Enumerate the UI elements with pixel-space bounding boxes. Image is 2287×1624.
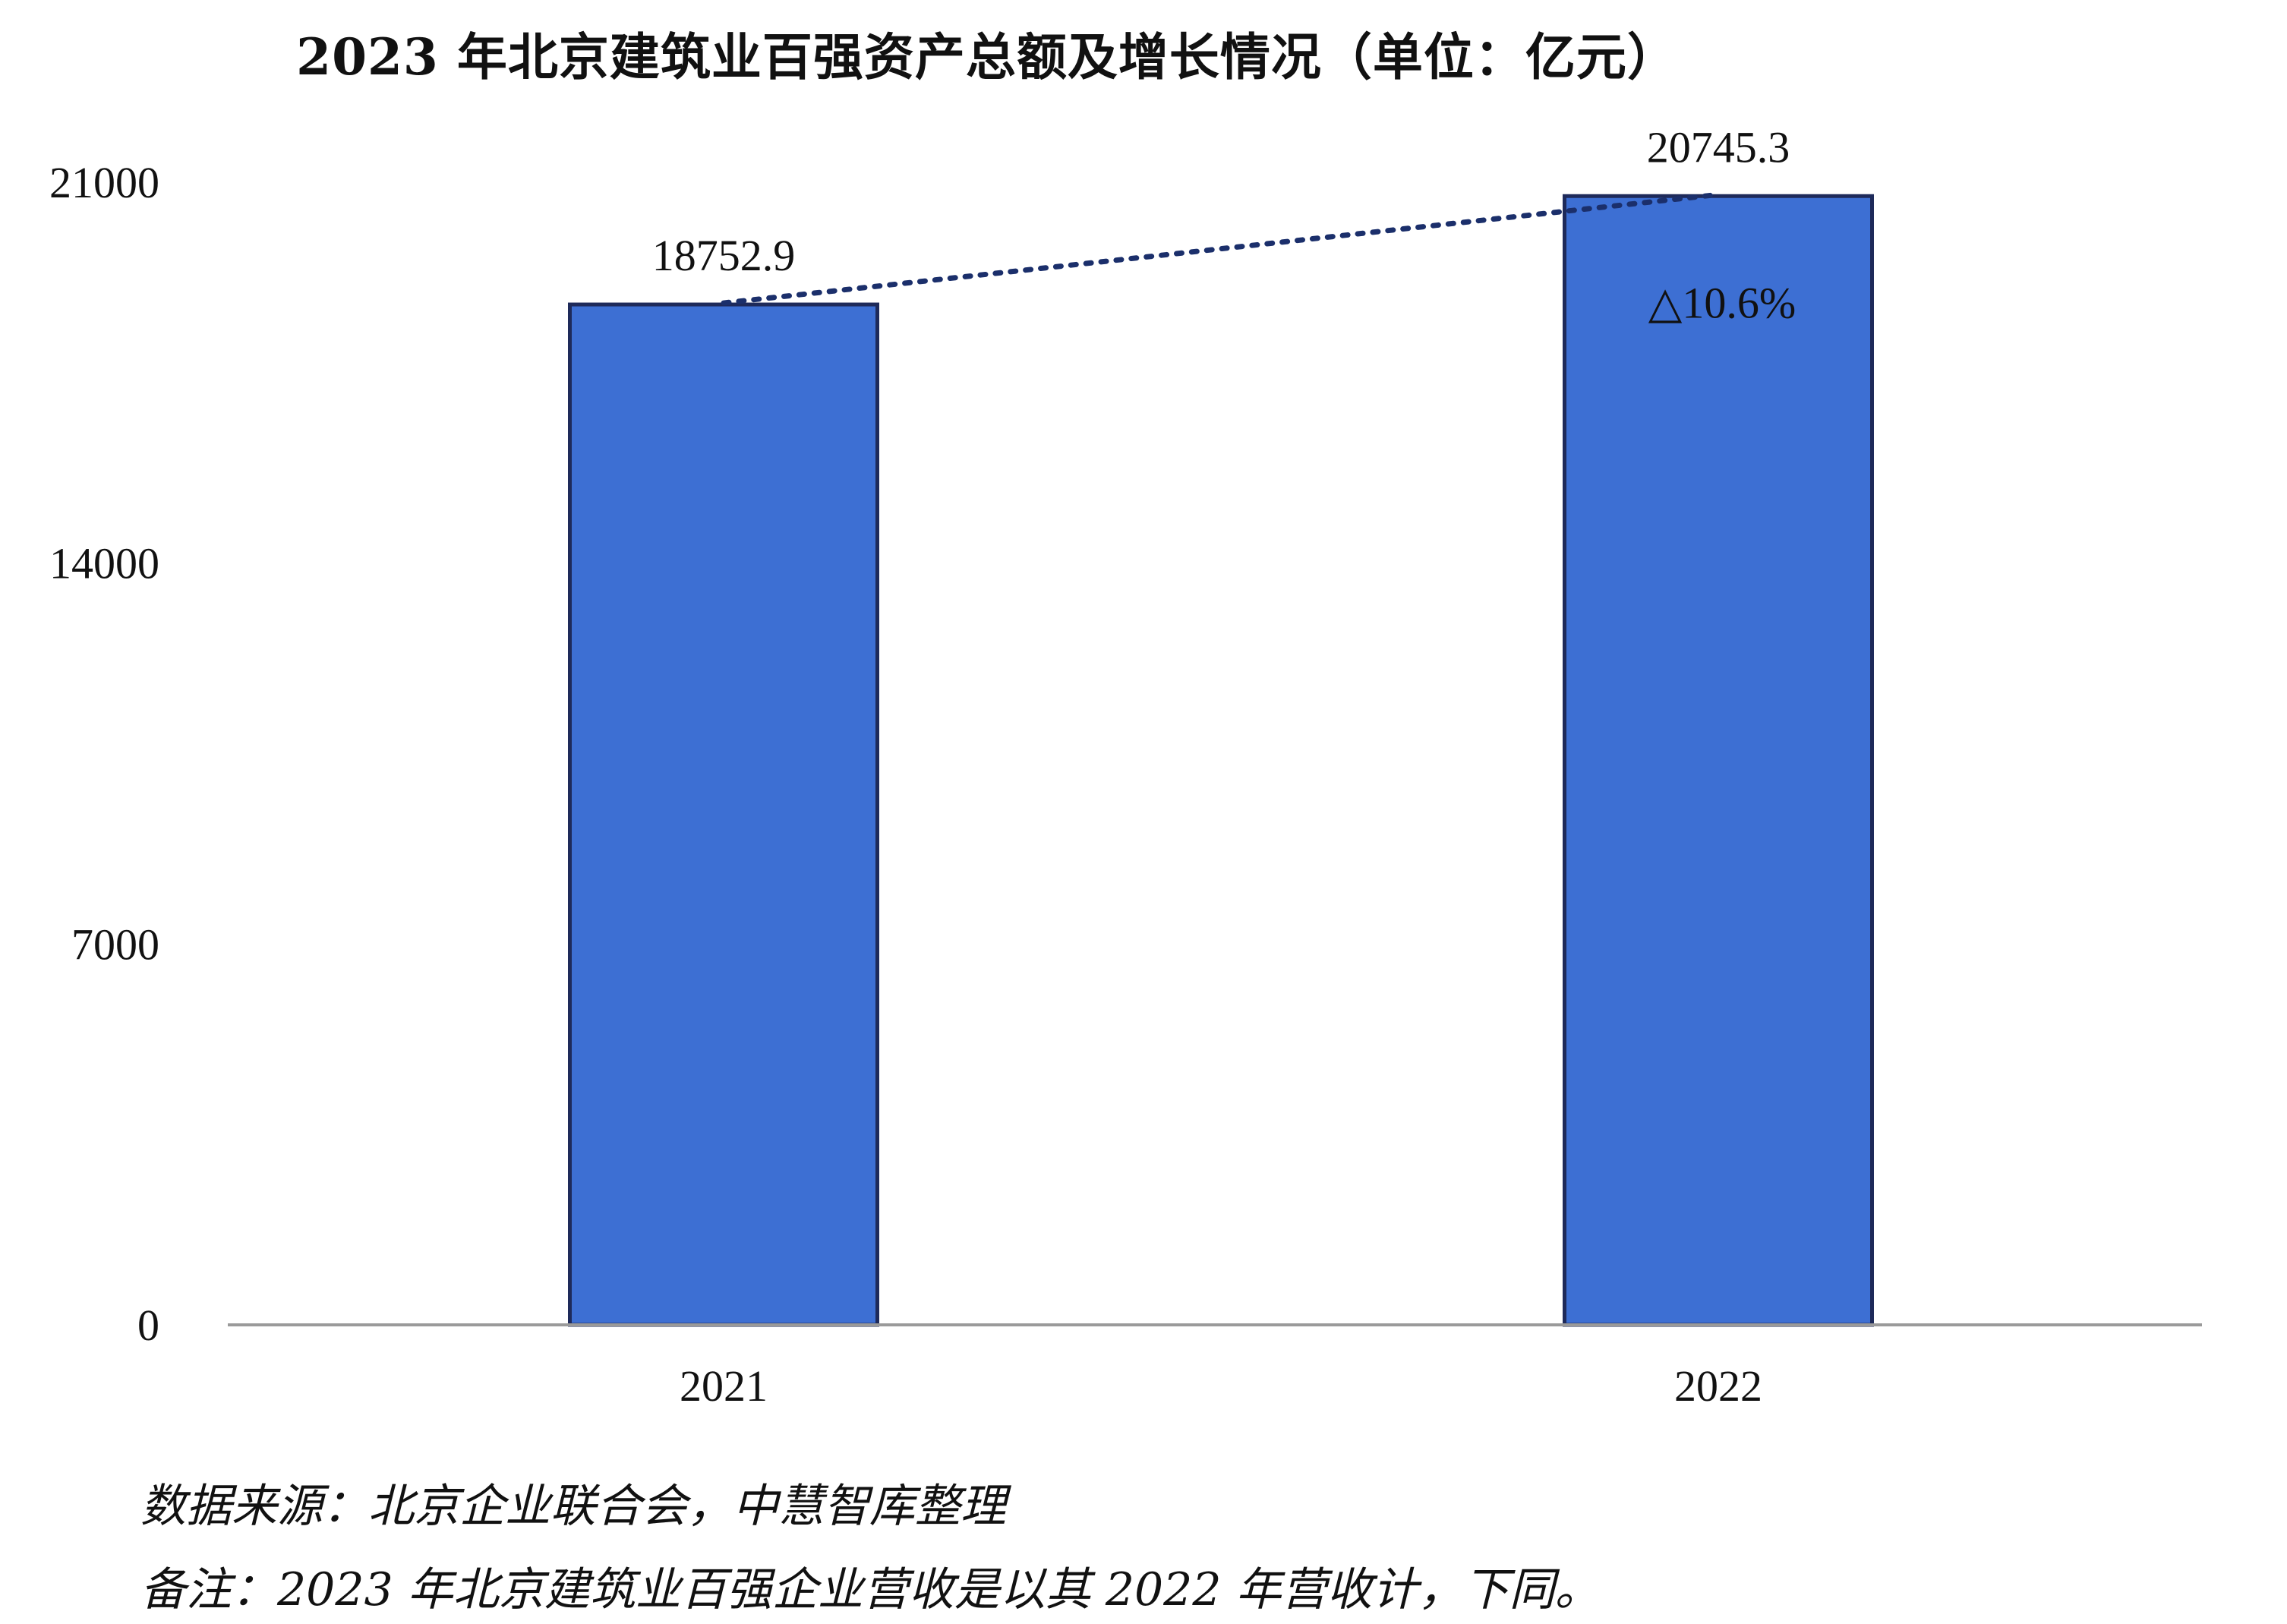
value-label-2022: 20745.3 bbox=[1647, 122, 1790, 172]
source-note: 数据来源：北京企业联合会，中慧智库整理 bbox=[140, 1480, 1006, 1533]
trend-dotted-line bbox=[721, 191, 1721, 306]
y-axis-ticks: 0 7000 14000 21000 bbox=[49, 158, 159, 1350]
remark-note: 备注：2023 年北京建筑业百强企业营收是以其 2022 年营收计，下同。 bbox=[140, 1563, 1601, 1616]
x-tick-label: 2022 bbox=[1674, 1361, 1762, 1411]
bar-2021 bbox=[568, 302, 879, 1327]
bar-2022 bbox=[1563, 194, 1874, 1327]
bars bbox=[568, 194, 1874, 1327]
x-axis-ticks: 2021 2022 bbox=[680, 1361, 1762, 1411]
chart-title: 2023 年北京建筑业百强资产总额及增长情况（单位：亿元） bbox=[296, 27, 1678, 87]
x-tick-label: 2021 bbox=[680, 1361, 768, 1411]
y-tick-label: 21000 bbox=[49, 158, 159, 207]
y-tick-label: 14000 bbox=[49, 539, 159, 588]
data-labels: 18752.9 20745.3 △10.6% bbox=[652, 122, 1796, 327]
growth-label: △10.6% bbox=[1648, 278, 1796, 327]
y-tick-label: 7000 bbox=[71, 919, 159, 969]
value-label-2021: 18752.9 bbox=[652, 231, 796, 280]
y-tick-label: 0 bbox=[137, 1301, 159, 1350]
